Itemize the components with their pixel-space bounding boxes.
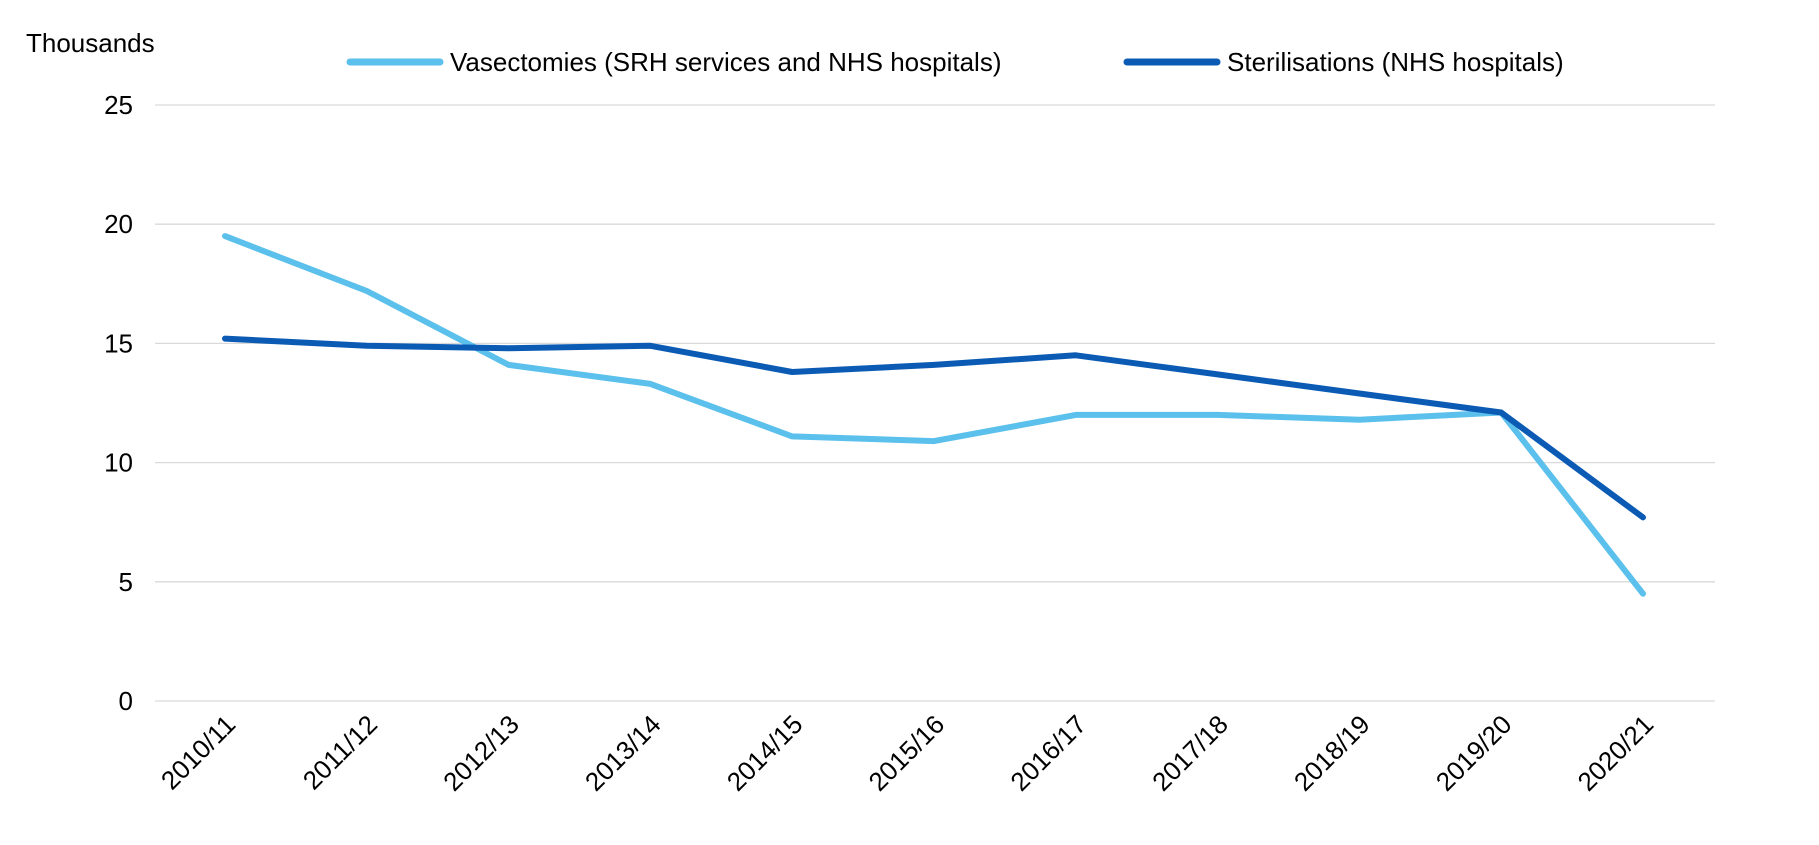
x-tick-label: 2012/13 bbox=[437, 709, 525, 797]
x-tick-label: 2011/12 bbox=[297, 709, 383, 795]
x-tick-label: 2014/15 bbox=[721, 709, 809, 797]
x-axis-ticks: 2010/11 2011/12 2012/13 2013/14 2014/15 2015/… bbox=[155, 709, 1659, 797]
y-tick-label: 15 bbox=[104, 328, 133, 358]
legend: Vasectomies (SRH services and NHS hospit… bbox=[346, 47, 1564, 77]
y-tick-label: 0 bbox=[119, 686, 133, 716]
x-tick-label: 2015/16 bbox=[863, 709, 951, 797]
y-tick-label: 5 bbox=[119, 567, 133, 597]
series-line-0 bbox=[222, 233, 1646, 597]
x-tick-label: 2010/11 bbox=[155, 709, 241, 795]
x-tick-label: 2020/21 bbox=[1572, 709, 1660, 797]
x-tick-label: 2013/14 bbox=[579, 709, 667, 797]
legend-label-0: Vasectomies (SRH services and NHS hospit… bbox=[450, 47, 1001, 77]
y-tick-label: 20 bbox=[104, 209, 133, 239]
x-tick-label: 2017/18 bbox=[1146, 709, 1234, 797]
x-tick-label: 2016/17 bbox=[1004, 709, 1092, 797]
y-axis-ticks: 0 5 10 15 20 25 bbox=[104, 90, 133, 716]
series-lines bbox=[222, 233, 1646, 597]
x-tick-label: 2019/20 bbox=[1430, 709, 1518, 797]
gridlines bbox=[155, 104, 1715, 702]
y-tick-label: 10 bbox=[104, 448, 133, 478]
y-tick-label: 25 bbox=[104, 90, 133, 120]
series-line-1 bbox=[222, 335, 1646, 521]
y-axis-label: Thousands bbox=[26, 28, 155, 58]
legend-label-1: Sterilisations (NHS hospitals) bbox=[1227, 47, 1564, 77]
x-tick-label: 2018/19 bbox=[1288, 709, 1376, 797]
